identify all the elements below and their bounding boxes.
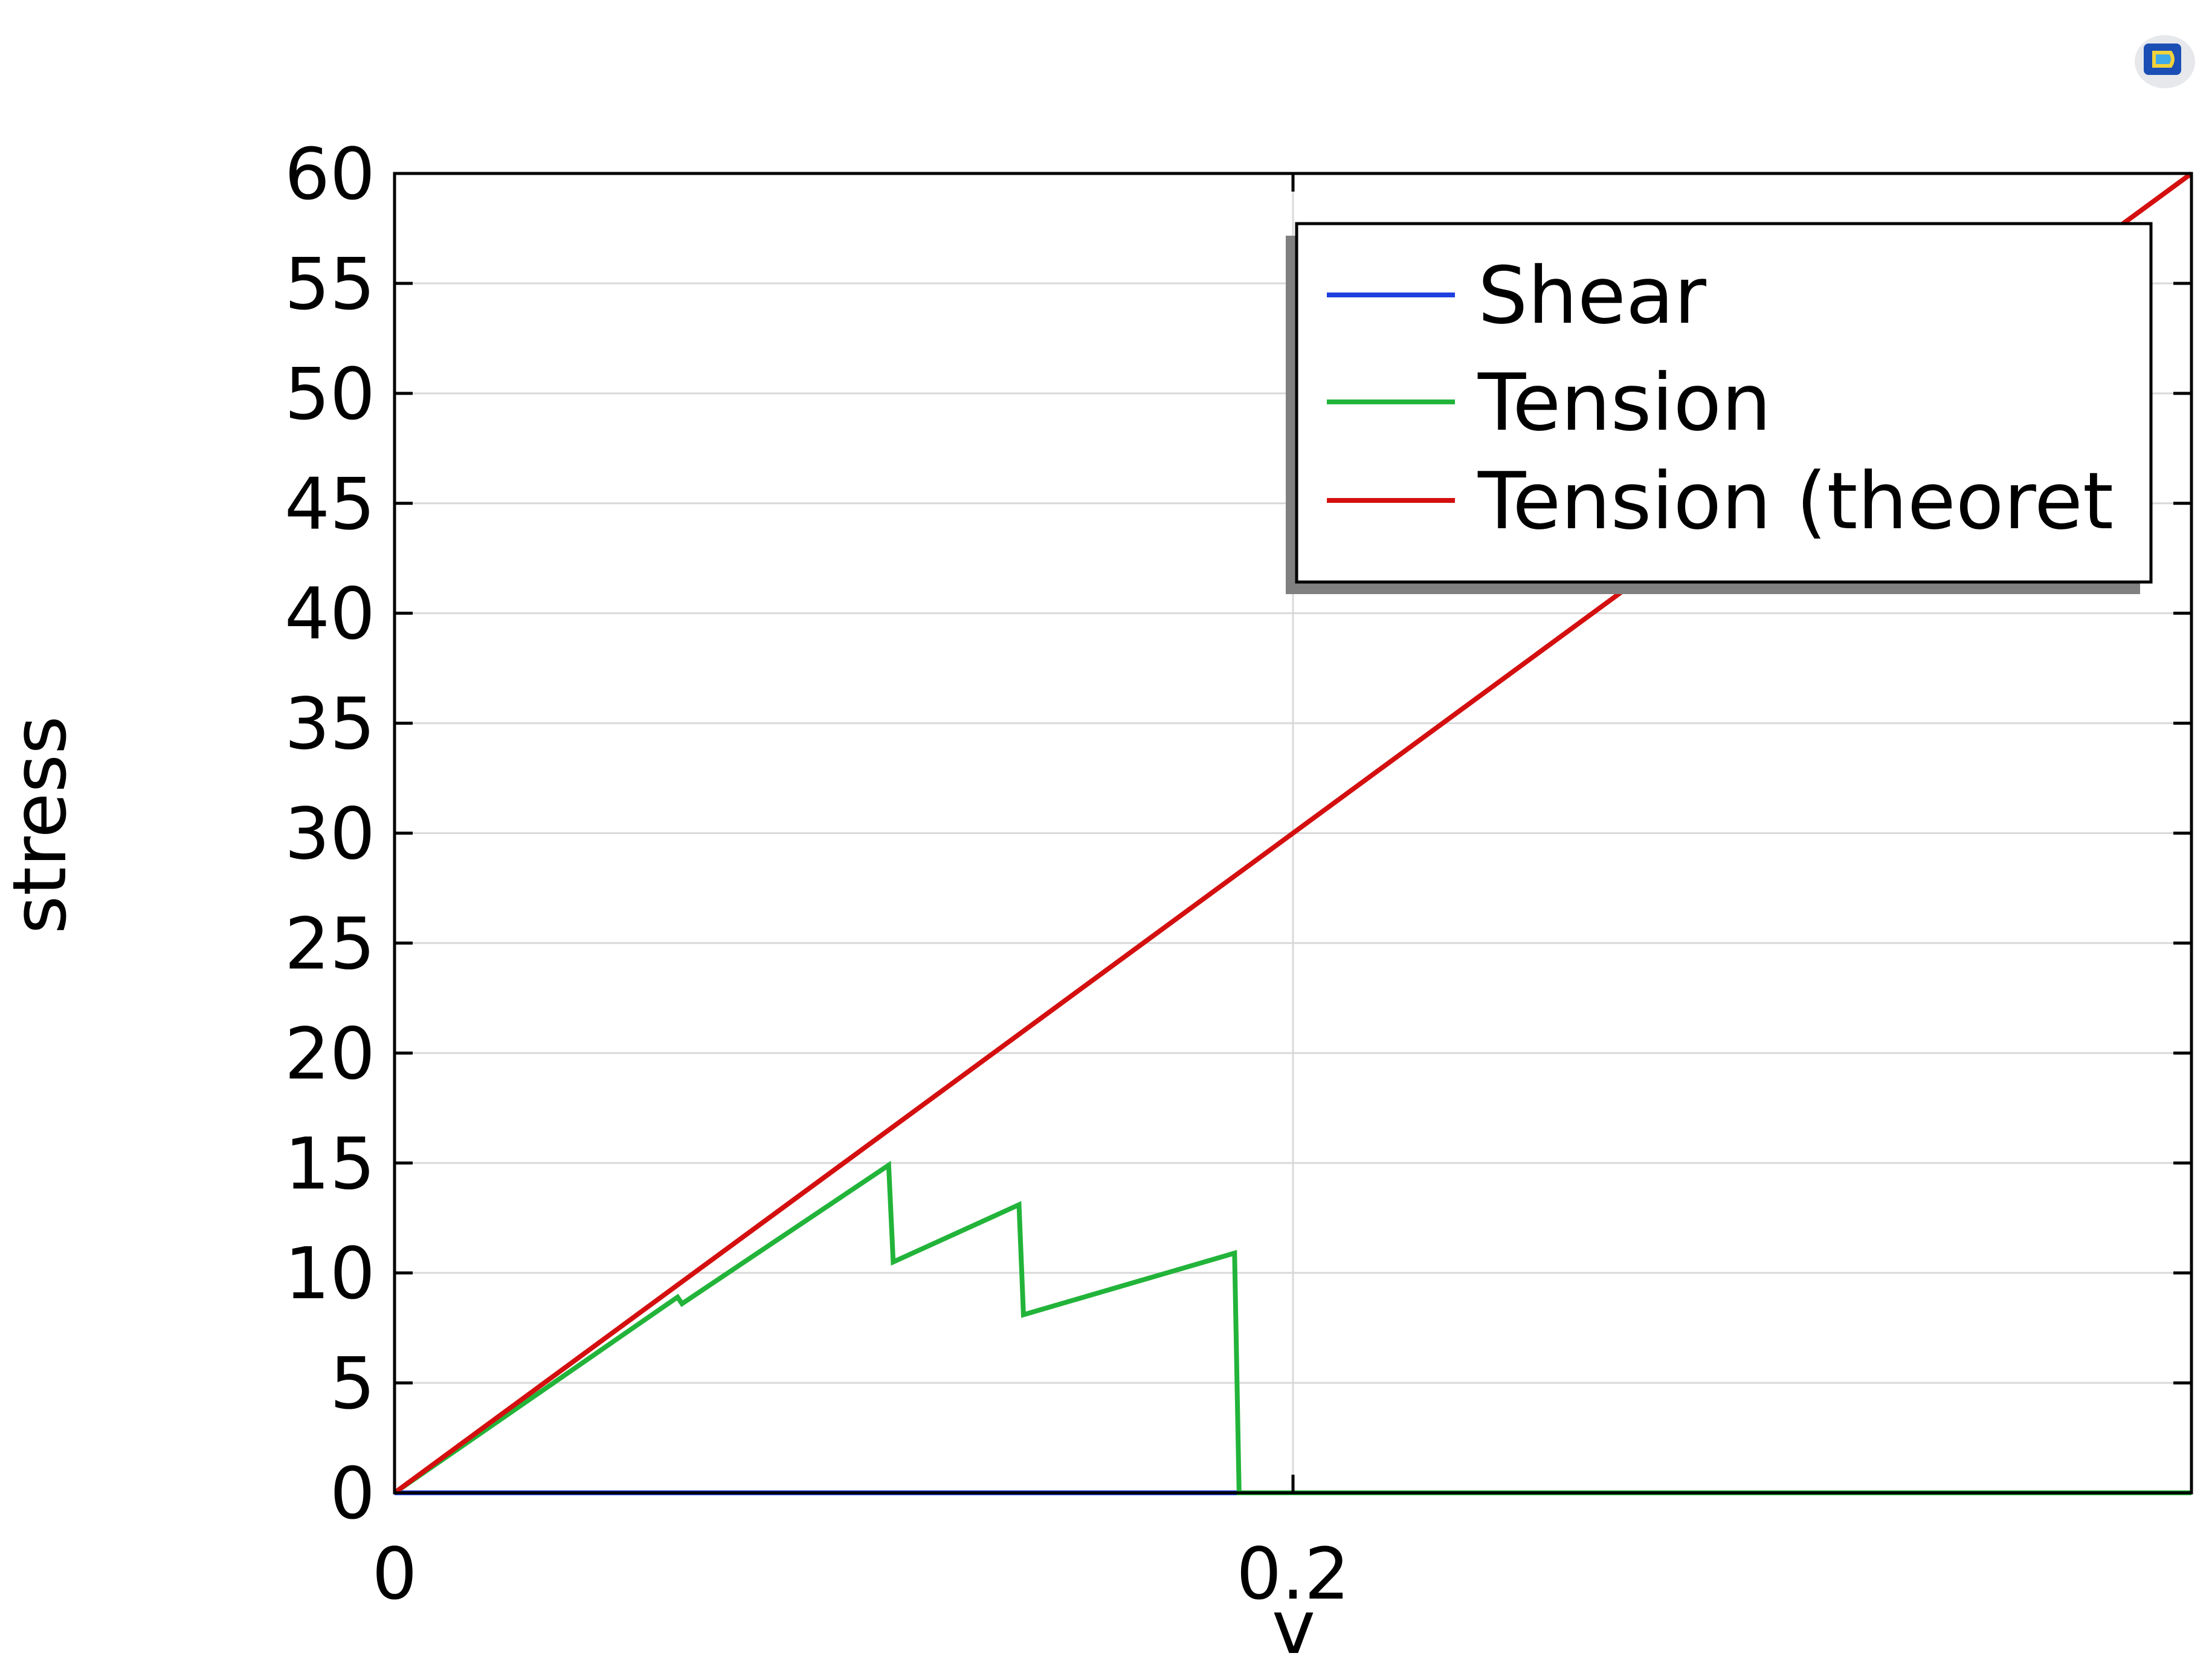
x-tick-label: 0 <box>372 1532 417 1616</box>
legend-label: Shear <box>1478 250 1707 341</box>
x-tick-labels: 0 0.2 <box>372 1532 1349 1616</box>
y-tick-label: 40 <box>285 572 375 656</box>
x-axis-title: v <box>1272 1585 1315 1656</box>
y-tick-label: 25 <box>285 902 375 985</box>
y-tick-label: 0 <box>330 1452 375 1535</box>
y-tick-label: 5 <box>330 1342 375 1425</box>
y-tick-label: 45 <box>285 462 375 546</box>
y-tick-label: 50 <box>285 352 375 436</box>
y-tick-label: 55 <box>285 242 375 326</box>
series-line-tension <box>393 1160 2191 1495</box>
y-axis-title: stress <box>0 716 83 934</box>
y-tick-label: 15 <box>285 1122 375 1205</box>
y-tick-label: 30 <box>285 792 375 876</box>
y-tick-labels: 0 5 10 15 20 25 30 35 40 45 50 55 60 <box>285 132 375 1535</box>
axes <box>393 172 2193 1495</box>
legend-label: Tension (theoret <box>1477 455 2114 547</box>
y-tick-label: 20 <box>285 1012 375 1095</box>
y-tick-label: 10 <box>285 1232 375 1315</box>
legend-label: Tension <box>1477 357 1771 448</box>
x-tick-label: 0.2 <box>1236 1532 1350 1616</box>
comsol-logo-icon <box>2135 35 2195 88</box>
y-tick-label: 60 <box>285 132 375 216</box>
y-tick-label: 35 <box>285 682 375 766</box>
